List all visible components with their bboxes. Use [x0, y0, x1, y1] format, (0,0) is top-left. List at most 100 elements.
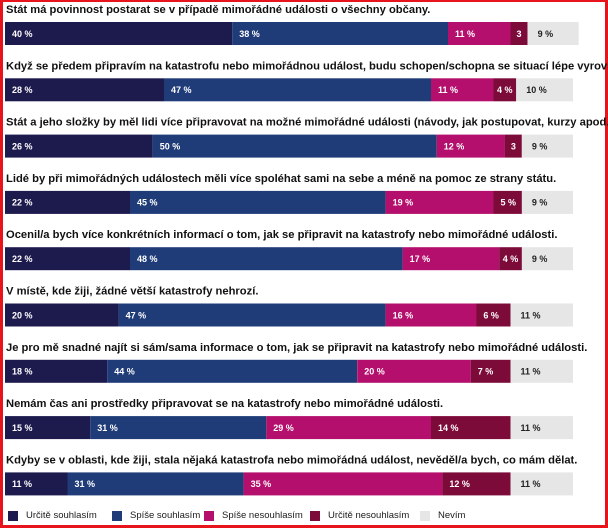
- legend-swatch: [204, 510, 214, 521]
- segment-label: 45 %: [137, 198, 158, 208]
- legend-label: Určitě souhlasím: [26, 510, 97, 521]
- legend-swatch: [8, 510, 18, 521]
- statement-label: Je pro mě snadné najít si sám/sama infor…: [6, 342, 587, 354]
- segment-label: 11 %: [521, 479, 541, 489]
- segment-label: 11 %: [521, 367, 541, 377]
- bar-segment: [5, 472, 68, 496]
- legend-label: Spíše nesouhlasím: [222, 510, 303, 521]
- bar-segment: [130, 247, 403, 271]
- bar-row: Ocenil/a bych více konkrétních informací…: [5, 229, 573, 271]
- segment-label: 11 %: [455, 29, 475, 39]
- bar-segment: [5, 78, 164, 102]
- bar-segment: [266, 416, 431, 440]
- bar-segment: [243, 472, 443, 496]
- bar-segment: [476, 303, 511, 327]
- segment-label: 20 %: [364, 367, 385, 377]
- legend-swatch: [310, 510, 320, 521]
- bar-segment: [90, 416, 267, 440]
- segment-label: 11 %: [12, 479, 32, 489]
- bar-row: Stát a jeho složky by měl lidi více přip…: [5, 117, 608, 158]
- legend-item-urcite-nesouhlasim: Určitě nesouhlasím: [310, 510, 409, 521]
- segment-label: 11 %: [521, 423, 541, 433]
- segment-label: 7 %: [478, 367, 494, 377]
- bar-segment: [431, 416, 511, 440]
- bar-segment: [448, 22, 511, 45]
- segment-label: 18 %: [12, 367, 33, 377]
- bar-row: Stát má povinnost postarat se v případě …: [5, 4, 579, 45]
- bar-segment: [385, 303, 477, 327]
- bar-segment: [504, 134, 522, 158]
- bar-segment: [152, 134, 437, 158]
- statement-label: V místě, kde žiji, žádné větší katastrof…: [6, 286, 258, 298]
- segment-label: 4 %: [497, 85, 513, 95]
- bar-segment: [5, 416, 91, 440]
- bar-segment: [107, 359, 358, 383]
- segment-label: 14 %: [438, 423, 459, 433]
- legend: Určitě souhlasím Spíše souhlasím Spíše n…: [8, 510, 598, 526]
- statement-label: Stát a jeho složky by měl lidi více přip…: [6, 117, 608, 129]
- bar-segment: [5, 303, 119, 327]
- bar-segment: [357, 359, 471, 383]
- statement-label: Lidé by při mimořádných událostech měli …: [6, 173, 556, 185]
- segment-label: 19 %: [393, 198, 414, 208]
- segment-label: 26 %: [12, 141, 33, 151]
- segment-label: 50 %: [160, 141, 181, 151]
- bar-segment: [521, 190, 573, 214]
- segment-label: 48 %: [137, 254, 158, 264]
- legend-item-spise-souhlasim: Spíše souhlasím: [112, 510, 200, 521]
- bar-segment: [5, 134, 153, 158]
- bar-segment: [510, 303, 573, 327]
- segment-label: 4 %: [503, 254, 519, 264]
- stacked-bar-chart: Stát má povinnost postarat se v případě …: [5, 4, 608, 496]
- segment-label: 44 %: [114, 367, 135, 377]
- bar-segment: [385, 190, 494, 214]
- bar-segment: [431, 78, 494, 102]
- bar-segment: [516, 78, 573, 102]
- legend-item-nevim: Nevím: [420, 510, 465, 521]
- segment-label: 12 %: [444, 141, 465, 151]
- segment-label: 12 %: [449, 479, 470, 489]
- segment-label: 10 %: [526, 85, 547, 95]
- statement-label: Ocenil/a bych více konkrétních informací…: [6, 229, 557, 241]
- bar-segment: [5, 22, 233, 45]
- segment-label: 40 %: [12, 29, 33, 39]
- segment-label: 35 %: [251, 479, 272, 489]
- bar-row: Když se předem připravím na katastrofu n…: [5, 60, 608, 102]
- bar-row: V místě, kde žiji, žádné větší katastrof…: [5, 286, 573, 327]
- segment-label: 5 %: [501, 198, 517, 208]
- bar-segment: [67, 472, 244, 496]
- statement-label: Když se předem připravím na katastrofu n…: [6, 60, 608, 72]
- statement-label: Nemám čas ani prostředky připravovat se …: [6, 398, 443, 410]
- bar-segment: [521, 247, 573, 271]
- bar-segment: [521, 134, 573, 158]
- bar-segment: [164, 78, 431, 102]
- legend-item-spise-nesouhlasim: Spíše nesouhlasím: [204, 510, 303, 521]
- statement-label: Kdyby se v oblasti, kde žiji, stala něja…: [6, 454, 577, 466]
- segment-label: 9 %: [538, 29, 554, 39]
- segment-label: 28 %: [12, 85, 33, 95]
- bar-segment: [232, 22, 448, 45]
- bar-segment: [5, 359, 108, 383]
- bar-row: Lidé by při mimořádných událostech měli …: [5, 173, 573, 214]
- segment-label: 16 %: [393, 310, 414, 320]
- segment-label: 22 %: [12, 254, 33, 264]
- segment-label: 9 %: [532, 254, 548, 264]
- bar-segment: [5, 247, 130, 271]
- legend-label: Určitě nesouhlasím: [328, 510, 410, 521]
- bar-row: Nemám čas ani prostředky připravovat se …: [5, 398, 573, 440]
- bar-segment: [510, 359, 573, 383]
- segment-label: 9 %: [532, 141, 548, 151]
- bar-row: Kdyby se v oblasti, kde žiji, stala něja…: [5, 454, 577, 496]
- segment-label: 9 %: [532, 198, 548, 208]
- legend-item-urcite-souhlasim: Určitě souhlasím: [8, 510, 97, 521]
- segment-label: 22 %: [12, 198, 33, 208]
- bar-segment: [130, 190, 386, 214]
- segment-label: 31 %: [75, 479, 96, 489]
- bar-segment: [5, 190, 130, 214]
- bar-segment: [493, 190, 522, 214]
- bar-segment: [118, 303, 386, 327]
- bar-segment: [510, 472, 573, 496]
- bar-segment: [510, 22, 528, 45]
- segment-label: 15 %: [12, 423, 33, 433]
